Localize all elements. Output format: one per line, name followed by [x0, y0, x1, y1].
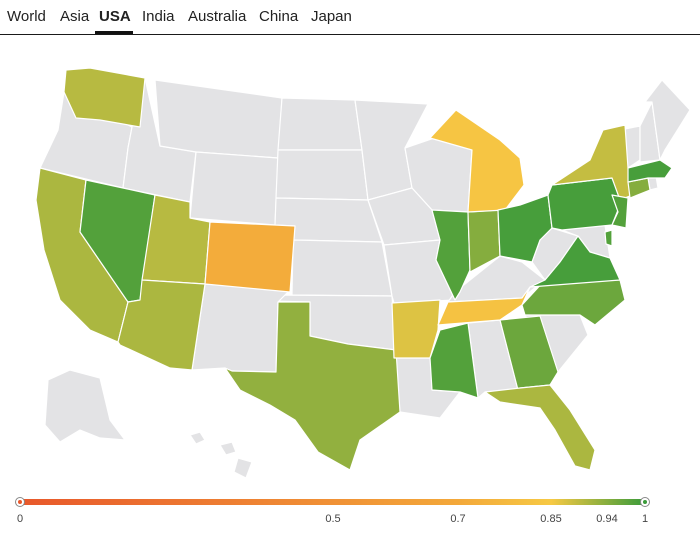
state-NM[interactable] — [191, 283, 291, 373]
tab-asia[interactable]: Asia — [60, 8, 90, 25]
region-tab-bar: World Asia USA India Australia China Jap… — [0, 0, 700, 35]
state-NJ[interactable] — [611, 194, 629, 229]
range-max-handle-dot — [643, 500, 647, 504]
state-MI[interactable] — [429, 109, 525, 213]
legend-svg: 0 0.5 0.7 0.85 0.94 1 — [15, 497, 650, 525]
state-WA[interactable] — [63, 67, 146, 128]
tab-japan[interactable]: Japan — [311, 8, 352, 25]
state-HI[interactable] — [189, 431, 253, 479]
legend-tick-label: 0 — [17, 513, 23, 525]
legend-tick-label: 1 — [642, 513, 648, 525]
state-SD[interactable] — [275, 149, 369, 201]
color-scale-legend: 0 0.5 0.7 0.85 0.94 1 — [0, 490, 700, 534]
state-ND[interactable] — [277, 97, 363, 151]
legend-tick-label: 0.5 — [325, 513, 340, 525]
state-KS[interactable] — [291, 239, 393, 297]
state-DE[interactable] — [604, 229, 613, 247]
state-VA[interactable] — [529, 235, 621, 288]
state-ME[interactable] — [644, 79, 691, 161]
state-PA[interactable] — [547, 177, 623, 231]
state-TX[interactable] — [224, 301, 401, 471]
state-AZ[interactable] — [117, 279, 206, 371]
range-min-handle-dot — [18, 500, 22, 504]
tab-india[interactable]: India — [142, 8, 175, 25]
legend-tick-label: 0.85 — [540, 513, 561, 525]
tab-world[interactable]: World — [7, 8, 46, 25]
tab-australia[interactable]: Australia — [188, 8, 247, 25]
valued-states — [35, 67, 673, 471]
legend-tick-label: 0.7 — [450, 513, 465, 525]
active-tab-indicator — [95, 31, 133, 34]
state-FL[interactable] — [484, 384, 596, 471]
no-data-states — [39, 77, 691, 479]
state-MA[interactable] — [627, 159, 673, 183]
legend-tick-label: 0.94 — [596, 513, 617, 525]
state-CO[interactable] — [204, 221, 296, 293]
tab-china[interactable]: China — [259, 8, 299, 25]
usa-choropleth-map — [0, 35, 700, 485]
color-scale-bar — [20, 499, 645, 505]
state-AR[interactable] — [391, 299, 441, 359]
usa-map-svg — [35, 67, 691, 479]
state-MT[interactable] — [154, 79, 283, 159]
tab-usa[interactable]: USA — [99, 8, 131, 25]
state-OH[interactable] — [497, 194, 553, 263]
state-AK[interactable] — [44, 369, 126, 443]
state-WY[interactable] — [189, 151, 279, 226]
